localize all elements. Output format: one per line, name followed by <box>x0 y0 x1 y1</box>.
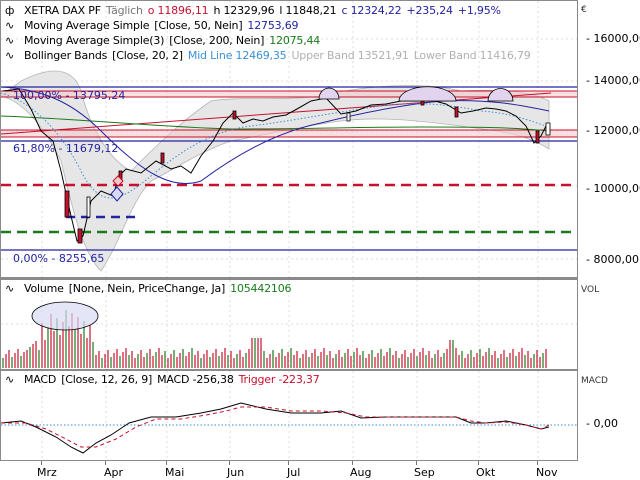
indicator-wave-icon: ∿ <box>5 282 15 295</box>
macd-params: [Close, 12, 26, 9] <box>61 373 153 386</box>
month-label-mai: Mai <box>165 466 185 479</box>
trigger-value: Trigger -223,37 <box>238 373 320 386</box>
open-value: o 11896,11 <box>147 4 209 17</box>
volume-chart-canvas <box>1 280 577 368</box>
ma50-label: Moving Average Simple <box>24 19 150 32</box>
indicator-wave-icon: ∿ <box>5 34 15 47</box>
macd-axis-label: MACD <box>581 376 608 386</box>
month-label-sep: Sep <box>414 466 435 479</box>
month-label-jun: Jun <box>227 466 245 479</box>
macd-legend[interactable]: ∿ MACD [Close, 12, 26, 9] MACD -256,38 Trigg… <box>5 372 325 387</box>
macd-tick-0: 0,00 <box>586 417 618 430</box>
price-chart-canvas <box>1 1 577 277</box>
month-label-jul: Jul <box>287 466 301 479</box>
price-tick-10000: 10000,00 <box>586 182 640 195</box>
ma200-value: 12075,44 <box>269 34 321 47</box>
fib-100-label: 100,00% - 13795,24 <box>13 89 126 102</box>
bollinger-legend[interactable]: ∿ Bollinger Bands [Close, 20, 2] Mid Line 1… <box>5 48 536 63</box>
bb-params: [Close, 20, 2] <box>112 49 183 62</box>
volume-value: 105442106 <box>230 282 292 295</box>
month-label-mrz: Mrz <box>37 466 57 479</box>
fib-0-label: 0,00% - 8255,65 <box>13 252 105 265</box>
month-label-apr: Apr <box>104 466 124 479</box>
bb-label: Bollinger Bands <box>24 49 108 62</box>
macd-pane[interactable]: ∿ MACD [Close, 12, 26, 9] MACD -256,38 Trigg… <box>0 369 578 461</box>
close-value: c 12324,22 <box>341 4 402 17</box>
indicator-wave-icon: ∿ <box>5 373 15 386</box>
volume-params: [None, Nein, PriceChange, Ja] <box>68 282 226 295</box>
volume-pane[interactable]: ∿ Volume [None, Nein, PriceChange, Ja] 1054… <box>0 278 578 370</box>
macd-chart-canvas <box>1 371 577 459</box>
x-tick <box>166 461 167 465</box>
month-label-aug: Aug <box>350 466 372 479</box>
month-label-okt: Okt <box>476 466 496 479</box>
volume-legend[interactable]: ∿ Volume [None, Nein, PriceChange, Ja] 1054… <box>5 281 296 296</box>
symbol-label: XETRA DAX PF <box>24 4 101 17</box>
month-label-nov: Nov <box>536 466 558 479</box>
price-tick-14000: 14000,00 <box>586 74 640 87</box>
x-tick <box>352 461 353 465</box>
volume-label: Volume <box>24 282 64 295</box>
price-tick-12000: 12000,00 <box>586 124 640 137</box>
high-value: h 12329,96 <box>213 4 275 17</box>
x-tick <box>105 461 106 465</box>
bb-mid-value: Mid Line 12469,35 <box>187 49 287 62</box>
x-tick <box>537 461 538 465</box>
x-tick <box>288 461 289 465</box>
period-label: Täglich <box>105 4 143 17</box>
x-tick <box>478 461 479 465</box>
change-pct-value: +1,95% <box>457 4 501 17</box>
bb-upper-value: Upper Band 13521,91 <box>291 49 409 62</box>
ma200-legend[interactable]: ∿ Moving Average Simple(3) [Close, 200, Ne… <box>5 33 325 48</box>
x-tick <box>229 461 230 465</box>
ma50-legend[interactable]: ∿ Moving Average Simple [Close, 50, Nein] 1… <box>5 18 303 33</box>
macd-label: MACD <box>24 373 57 386</box>
macd-value: MACD -256,38 <box>157 373 234 386</box>
volume-axis-label: VOL <box>581 285 600 295</box>
price-chart-pane[interactable]: ф XETRA DAX PF Täglich o 11896,11 h 12329,96… <box>0 0 578 278</box>
price-tick-16000: 16000,00 <box>586 32 640 45</box>
indicator-wave-icon: ∿ <box>5 19 15 32</box>
price-legend: ф XETRA DAX PF Täglich o 11896,11 h 12329,96… <box>5 3 506 18</box>
currency-unit: € <box>581 5 587 15</box>
price-tick-8000: 8000,00 <box>586 253 639 266</box>
ma200-label: Moving Average Simple(3) <box>24 34 165 47</box>
ma50-value: 12753,69 <box>247 19 299 32</box>
ma200-params: [Close, 200, Nein] <box>169 34 265 47</box>
ma50-params: [Close, 50, Nein] <box>154 19 243 32</box>
fib-618-label: 61,80% - 11679,12 <box>13 142 119 155</box>
change-value: +235,24 <box>406 4 453 17</box>
x-tick <box>41 461 42 465</box>
low-value: l 11848,21 <box>279 4 337 17</box>
candlestick-icon: ф <box>5 4 15 17</box>
indicator-wave-icon: ∿ <box>5 49 15 62</box>
bb-lower-value: Lower Band 11416,79 <box>413 49 531 62</box>
x-tick <box>416 461 417 465</box>
